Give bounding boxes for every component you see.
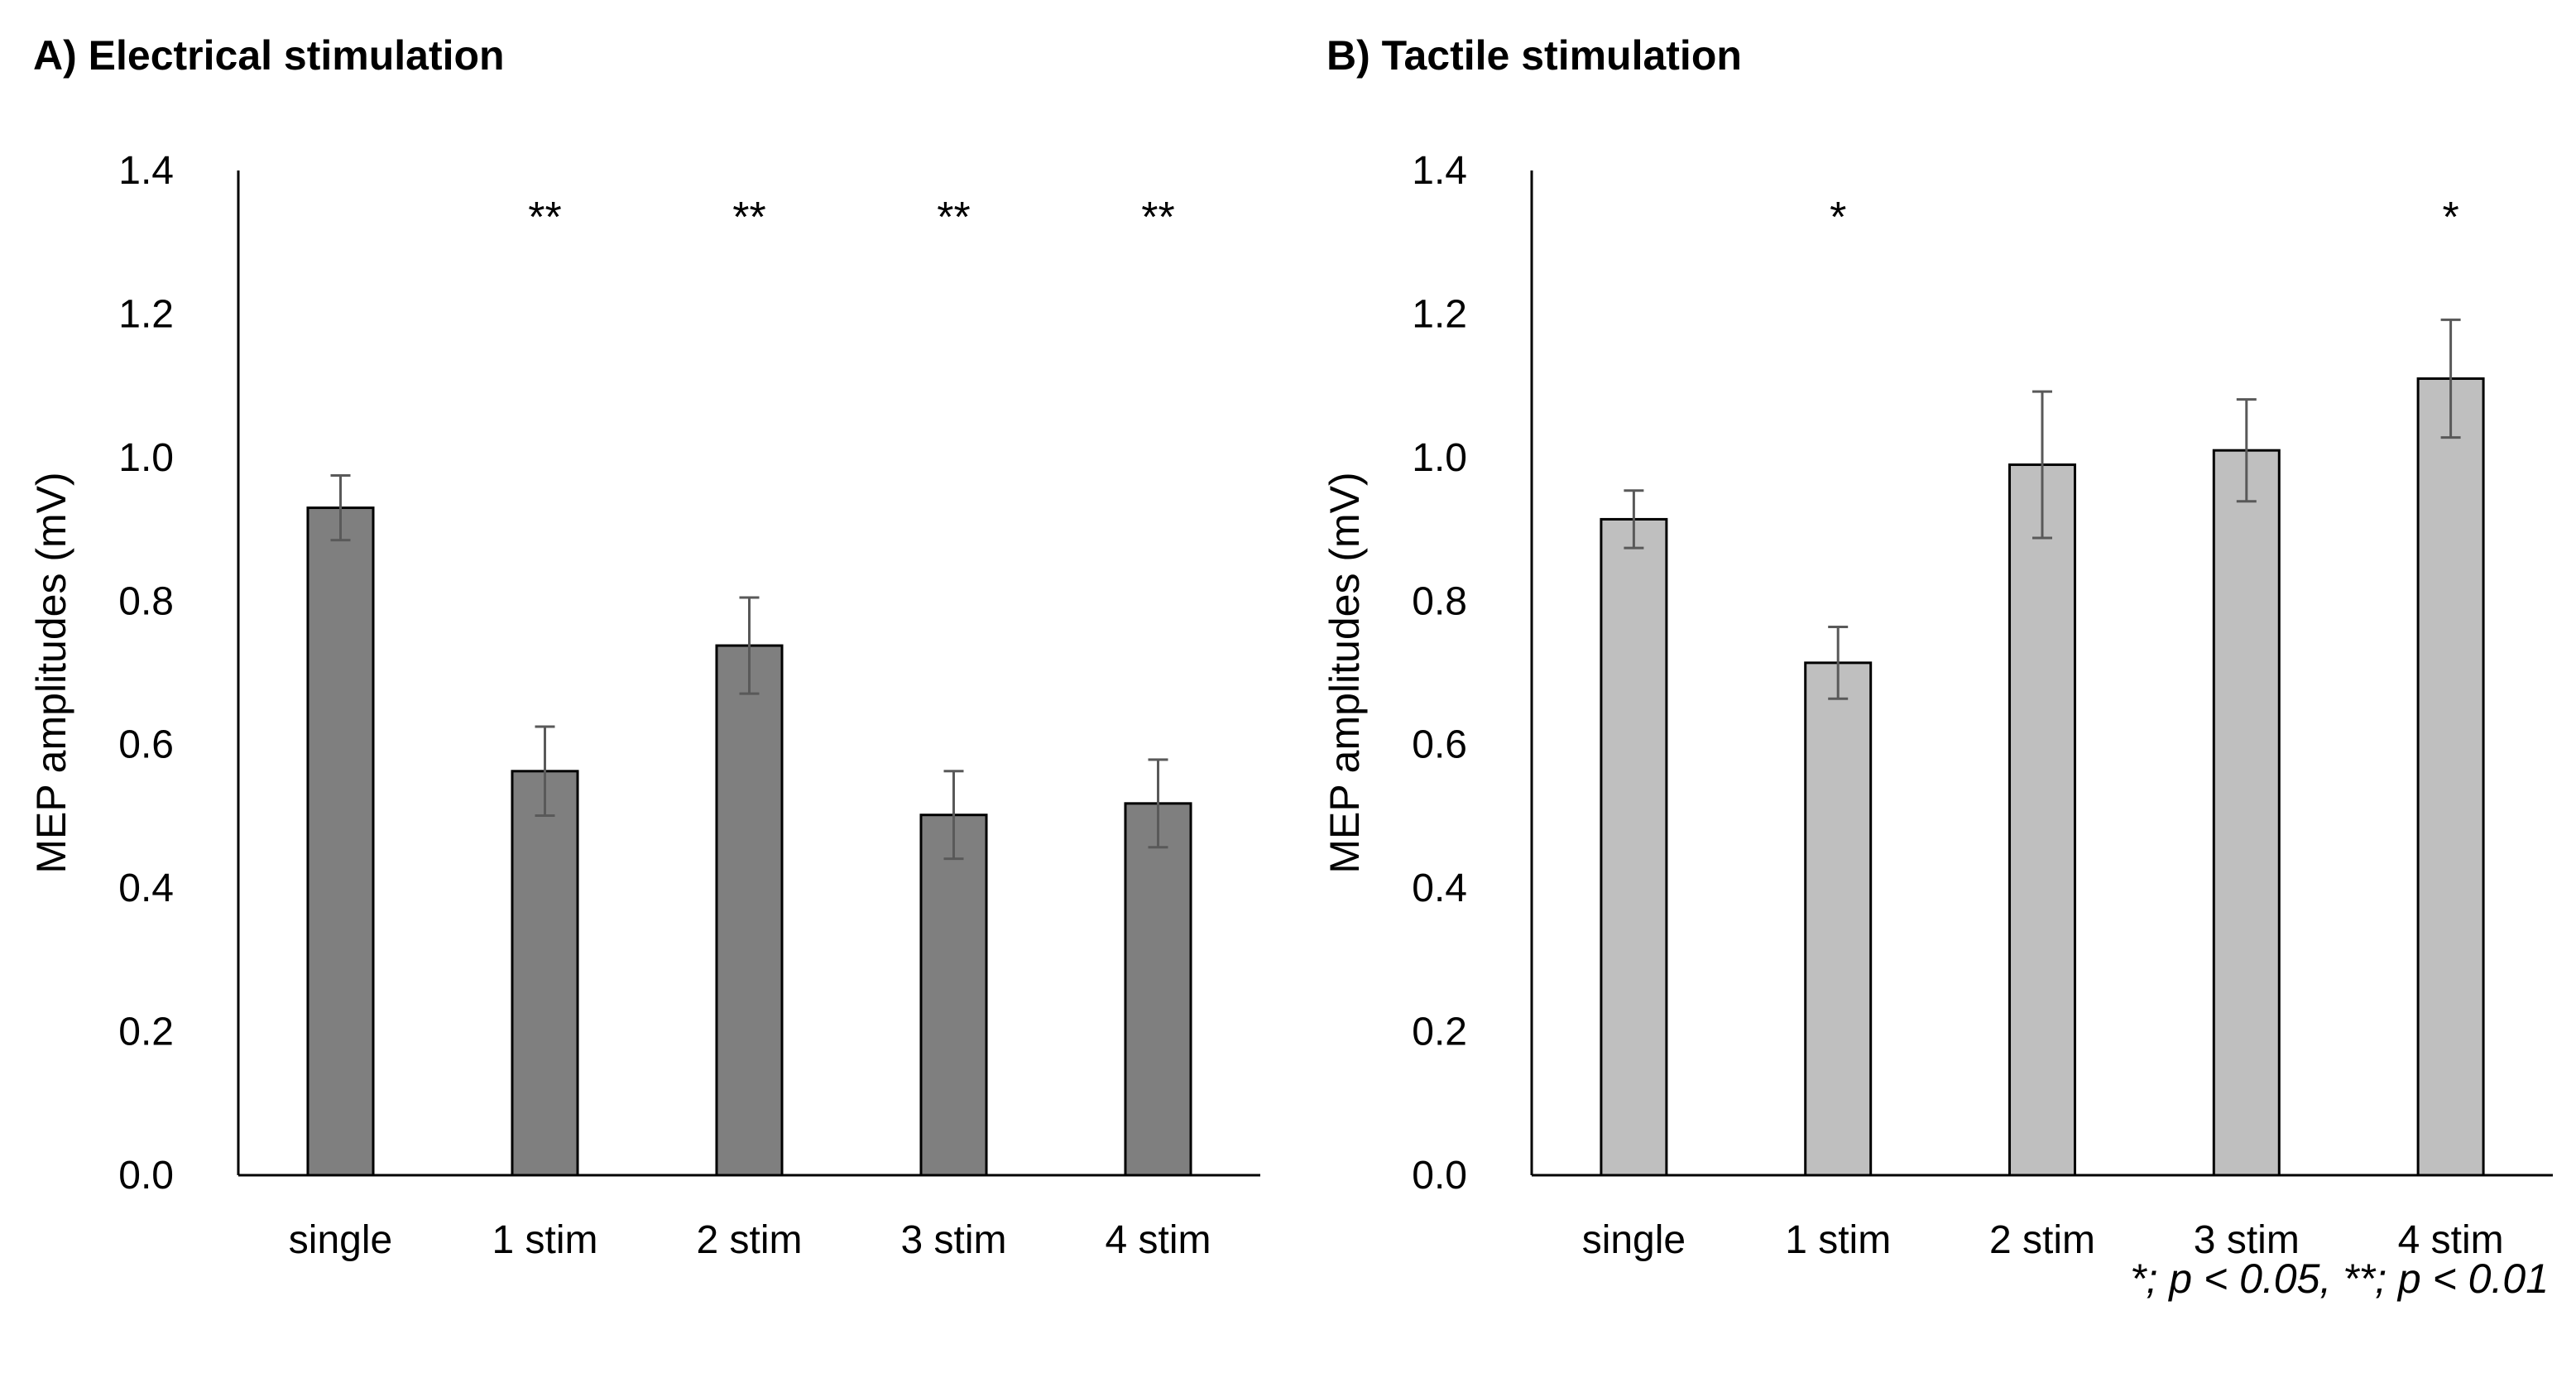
significance-footnote: *; p < 0.05, **; p < 0.01 (2130, 1255, 2549, 1302)
chart-title: B) Tactile stimulation (1326, 32, 1742, 79)
y-tick-label: 0.4 (118, 867, 174, 910)
bar (2212, 449, 2281, 1177)
x-category-label: single (1582, 1218, 1686, 1262)
y-tick-label: 1.2 (1412, 292, 1467, 336)
bar (2416, 377, 2485, 1177)
y-axis-title: MEP amplitudes (mV) (1322, 472, 1368, 873)
bar (715, 644, 784, 1177)
significance-marker: ** (732, 194, 765, 242)
y-tick-label: 0.2 (1412, 1011, 1467, 1054)
y-tick-label: 1.0 (118, 436, 174, 480)
y-tick-label: 0.0 (1412, 1154, 1467, 1198)
y-tick-label: 1.4 (118, 149, 174, 193)
y-axis-title: MEP amplitudes (mV) (28, 472, 74, 873)
significance-marker: ** (1141, 194, 1174, 242)
y-tick-label: 0.6 (118, 723, 174, 767)
y-tick-label: 0.8 (1412, 579, 1467, 623)
x-category-label: 4 stim (1105, 1218, 1211, 1262)
bar (2008, 463, 2076, 1177)
significance-marker: ** (937, 194, 970, 242)
x-category-label: 3 stim (2194, 1218, 2300, 1262)
x-category-label: 4 stim (2398, 1218, 2504, 1262)
x-category-label: 2 stim (1989, 1218, 2095, 1262)
bar (306, 506, 375, 1177)
significance-marker: * (1830, 194, 1846, 242)
bar (1124, 802, 1192, 1177)
y-tick-label: 1.0 (1412, 436, 1467, 480)
electrical-stimulation-chart: A) Electrical stimulation 0.0 0.2 0.4 0.6 0.… (28, 32, 1260, 1262)
y-tick-label: 0.4 (1412, 867, 1467, 910)
x-category-label: single (289, 1218, 392, 1262)
y-tick-label: 0.6 (1412, 723, 1467, 767)
y-tick-label: 1.2 (118, 292, 174, 336)
x-category-label: 1 stim (492, 1218, 597, 1262)
x-category-label: 2 stim (696, 1218, 802, 1262)
bar (511, 770, 579, 1177)
bar (919, 814, 988, 1177)
significance-marker: * (2442, 194, 2458, 242)
x-category-label: 3 stim (900, 1218, 1006, 1262)
bar (1600, 517, 1668, 1177)
bar (1804, 661, 1873, 1177)
significance-marker: ** (528, 194, 561, 242)
tactile-stimulation-chart: B) Tactile stimulation 0.0 0.2 0.4 0.6 0.8 1.… (1322, 32, 2553, 1262)
y-tick-label: 0.2 (118, 1011, 174, 1054)
y-tick-label: 0.0 (118, 1154, 174, 1198)
chart-title: A) Electrical stimulation (33, 32, 505, 79)
y-tick-label: 0.8 (118, 579, 174, 623)
x-category-label: 1 stim (1785, 1218, 1891, 1262)
y-tick-label: 1.4 (1412, 149, 1467, 193)
